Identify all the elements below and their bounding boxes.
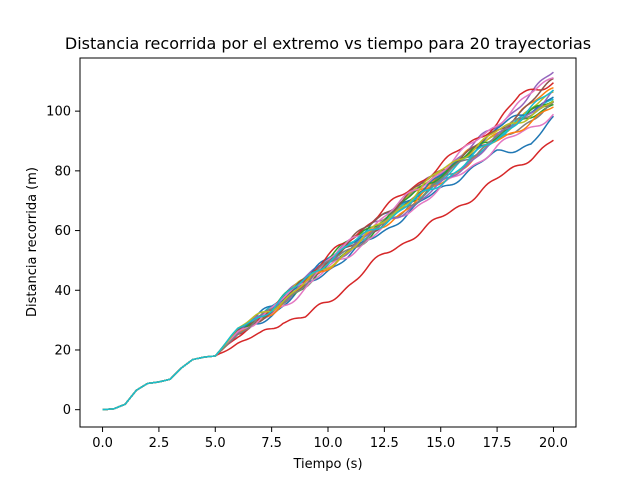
y-tick-label: 0 (63, 403, 71, 418)
x-tick-label: 17.5 (483, 436, 512, 451)
y-tick-label: 80 (54, 164, 71, 179)
y-tick-label: 100 (46, 105, 71, 120)
y-axis: 0 20 40 60 80 100 (46, 105, 80, 418)
x-tick-label: 7.5 (261, 436, 282, 451)
y-tick-label: 60 (54, 224, 71, 239)
x-axis: 0.0 2.5 5.0 7.5 10.0 12.5 15.0 17.5 20.0 (92, 427, 568, 451)
y-axis-label: Distancia recorrida (m) (25, 167, 40, 317)
x-tick-label: 12.5 (370, 436, 399, 451)
x-tick-label: 0.0 (92, 436, 113, 451)
plot-area (79, 57, 577, 428)
x-tick-label: 20.0 (539, 436, 568, 451)
series-line-20 (102, 89, 554, 411)
x-tick-label: 10.0 (314, 436, 343, 451)
x-tick-label: 15.0 (426, 436, 455, 451)
x-axis-label: Tiempo (s) (292, 457, 362, 472)
y-tick-label: 40 (54, 284, 71, 299)
x-tick-label: 2.5 (149, 436, 170, 451)
y-tick-label: 20 (54, 343, 71, 358)
x-tick-label: 5.0 (205, 436, 226, 451)
chart-title: Distancia recorrida por el extremo vs ti… (65, 34, 591, 53)
series-layer (102, 71, 555, 411)
